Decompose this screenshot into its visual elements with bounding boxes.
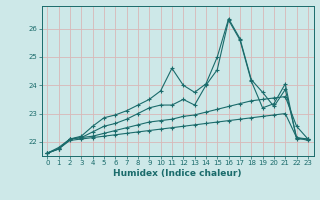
X-axis label: Humidex (Indice chaleur): Humidex (Indice chaleur) xyxy=(113,169,242,178)
